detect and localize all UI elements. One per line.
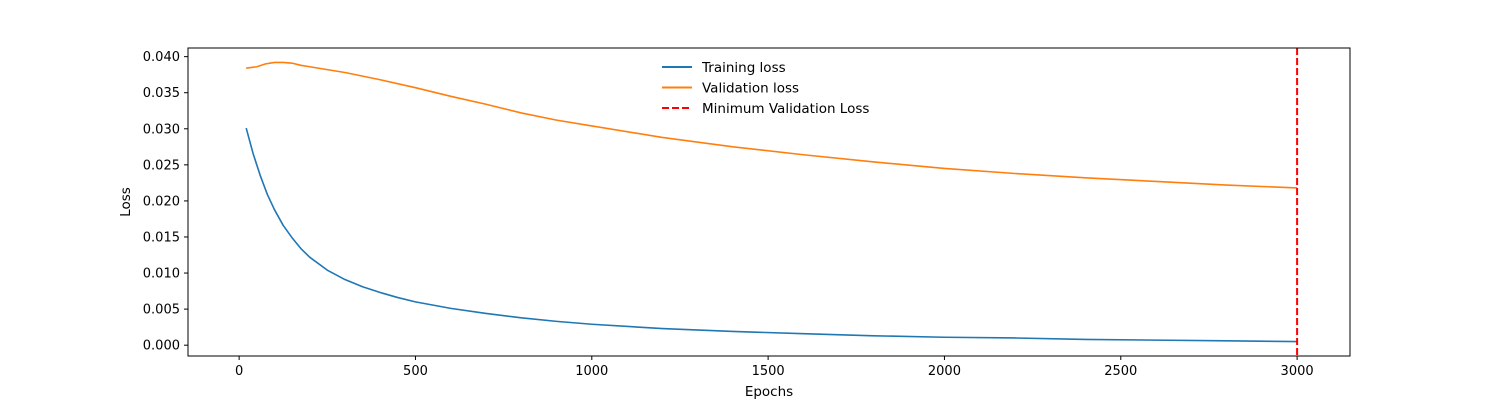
y-tick-label: 0.005 xyxy=(143,303,180,318)
plot-frame xyxy=(187,47,1351,357)
y-tick-label: 0.035 xyxy=(143,86,180,101)
y-tick-label: 0.015 xyxy=(143,230,180,245)
x-tick-label: 1500 xyxy=(752,364,785,379)
legend: Training loss Validation loss Minimum Vali… xyxy=(662,60,869,117)
y-tick-label: 0.030 xyxy=(143,122,180,137)
y-tick-label: 0.020 xyxy=(143,194,180,209)
series-layer xyxy=(245,48,1299,356)
y-axis: 0.000 0.005 0.010 0.015 0.020 0.025 0.030 0.035… xyxy=(143,50,188,354)
y-tick-label: 0.000 xyxy=(143,339,180,354)
y-tick-label: 0.025 xyxy=(143,158,180,173)
y-tick-label: 0.040 xyxy=(143,50,180,65)
x-tick-label: 2000 xyxy=(928,364,961,379)
legend-label: Training loss xyxy=(701,60,786,76)
x-tick-label: 500 xyxy=(403,364,428,379)
x-tick-label: 2500 xyxy=(1104,364,1137,379)
x-axis-label: Epochs xyxy=(745,384,793,400)
x-tick-label: 1000 xyxy=(575,364,608,379)
x-tick-label: 0 xyxy=(235,364,243,379)
x-tick-label: 3000 xyxy=(1281,364,1314,379)
legend-label: Validation loss xyxy=(702,81,799,97)
y-axis-label: Loss xyxy=(118,187,134,217)
legend-label: Minimum Validation Loss xyxy=(702,101,869,117)
series-line-1 xyxy=(246,61,1298,189)
x-axis: 0 500 1000 1500 2000 2500 3000 xyxy=(235,356,1314,379)
series-line-0 xyxy=(245,127,1298,343)
y-tick-label: 0.010 xyxy=(143,267,180,282)
